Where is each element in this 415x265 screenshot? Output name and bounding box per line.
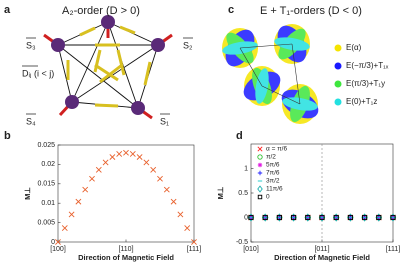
marker: [390, 214, 396, 221]
marker: [347, 214, 353, 221]
marker: [276, 214, 282, 221]
marker: [305, 214, 311, 221]
y-tick-label: 0: [244, 214, 248, 221]
marker: [257, 194, 263, 200]
marker: [257, 154, 263, 160]
legend-label: 7π/6: [266, 170, 280, 177]
y-axis-title: M⊥: [23, 187, 32, 200]
marker: [257, 185, 263, 193]
marker: [184, 225, 191, 231]
marker: [123, 149, 129, 156]
legend-label: π/2: [266, 154, 276, 161]
marker: [376, 214, 382, 221]
legend-label: α = π/6: [266, 146, 287, 153]
panel-label: b: [4, 130, 11, 142]
legend-swatch: [334, 98, 342, 106]
marker: [95, 166, 102, 173]
legend-label: 3π/2: [266, 178, 280, 185]
x-tick-label: [010]: [243, 246, 259, 253]
y-tick-label: 0.5: [238, 190, 248, 197]
marker: [170, 198, 177, 205]
marker: [61, 225, 68, 231]
marker: [333, 214, 339, 221]
legend-label: E(α): [346, 43, 362, 52]
x-tick-label: [100]: [50, 246, 66, 253]
marker: [68, 211, 75, 218]
marker: [291, 214, 297, 221]
x-tick-label: [110]: [118, 246, 133, 253]
legend-swatch: [334, 62, 342, 70]
legend-swatch: [334, 80, 342, 88]
x-tick-label: [111]: [187, 246, 202, 253]
panel-title: A₂-order (D > 0): [62, 5, 140, 17]
marker: [143, 159, 150, 166]
marker: [177, 211, 184, 218]
y-tick-label: 0.005: [37, 219, 55, 226]
y-tick-label: 0.015: [37, 181, 55, 188]
legend-label: E(−π/3)+T₁ₓ: [346, 61, 389, 70]
panel-title: E + T₁-orders (D < 0): [260, 5, 362, 17]
marker: [102, 159, 109, 166]
y-tick-label: 0.01: [41, 200, 55, 207]
legend-label: 11π/6: [266, 186, 283, 193]
marker: [116, 151, 123, 157]
spin-label: S₁: [160, 116, 169, 126]
marker: [136, 154, 143, 160]
plot-frame: [57, 144, 195, 243]
marker: [75, 198, 82, 205]
x-axis-title: Direction of Magnetic Field: [274, 253, 370, 262]
x-axis-title: Direction of Magnetic Field: [78, 253, 174, 262]
marker: [257, 170, 263, 176]
marker: [55, 239, 61, 245]
marker: [262, 214, 268, 221]
y-axis-title: M⊥: [216, 186, 225, 199]
y-tick-label: -0.5: [236, 239, 248, 246]
legend-label: E(0)+T₁z: [346, 97, 377, 106]
marker: [362, 214, 368, 221]
marker: [129, 151, 136, 157]
marker: [191, 239, 197, 245]
y-tick-label: 0: [51, 239, 55, 246]
marker: [257, 146, 263, 152]
legend-label: E(π/3)+T₁y: [346, 79, 385, 88]
panel-label: d: [236, 130, 243, 142]
marker: [109, 154, 116, 160]
legend: E(α) E(−π/3)+T₁ₓ E(π/3)+T₁y E(0)+T₁z: [334, 43, 389, 106]
marker: [150, 166, 157, 173]
panel-label: c: [228, 4, 234, 16]
legend-swatch: [334, 44, 342, 52]
marker: [163, 186, 170, 193]
x-tick-label: [111]: [386, 246, 401, 253]
x-tick-label: [011]: [314, 246, 329, 253]
spin-label: S₄: [26, 116, 36, 126]
legend-label: 5π/6: [266, 162, 280, 169]
marker: [248, 214, 254, 221]
marker: [89, 175, 95, 182]
panel-a-illustration: [22, 15, 193, 120]
y-tick-label: 0.02: [41, 161, 55, 168]
vector-label: Dᵢⱼ (i < j): [22, 68, 54, 78]
marker: [157, 175, 163, 182]
spin-label: S₃: [26, 40, 36, 50]
marker: [82, 186, 89, 193]
legend-label: 0: [266, 194, 270, 201]
spin-label: S₂: [183, 40, 193, 50]
panel-label: a: [4, 4, 11, 16]
y-tick-label: 1: [244, 165, 248, 172]
panel-c-illustration: [222, 24, 319, 124]
y-tick-label: 0.025: [37, 142, 55, 149]
marker: [257, 162, 263, 168]
marker: [319, 214, 325, 221]
